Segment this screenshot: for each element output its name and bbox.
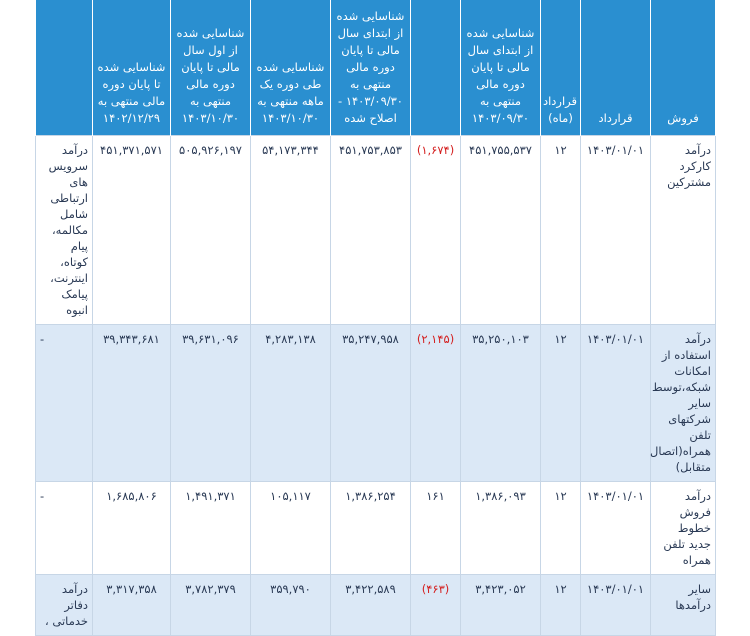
table-cell: ۴۵۱,۳۷۱,۵۷۱ (92, 135, 171, 325)
table-cell: ۴,۲۸۳,۱۳۸ (250, 324, 331, 482)
table-cell: ۳,۴۲۲,۵۸۹ (330, 574, 411, 636)
table-cell: درآمد فروش خطوط جدید تلفن همراه (650, 481, 716, 575)
header-cell: شناسایی شده طی دوره یک ماهه منتهی به ۱۴۰… (250, 0, 331, 136)
table-cell: ۳,۷۸۲,۳۷۹ (170, 574, 251, 636)
header-cell: قرارداد (ماه) (540, 0, 581, 136)
table-cell: ۵۴,۱۷۳,۳۴۴ (250, 135, 331, 325)
table-cell: ۱,۶۸۵,۸۰۶ (92, 481, 171, 575)
table-row: درآمد فروش خطوط جدید تلفن همراه ۱۴۰۳/۰۱/۰… (35, 481, 716, 575)
table-cell: ۱,۴۹۱,۳۷۱ (170, 481, 251, 575)
table-cell: ۱۲ (540, 574, 581, 636)
table-row: درآمد کارکرد مشترکین ۱۴۰۳/۰۱/۰۱ ۱۲ ۴۵۱,۷۵۵,… (35, 135, 716, 325)
table-cell: (۲,۱۴۵) (410, 324, 461, 482)
table-cell: - (35, 324, 93, 482)
table-cell: ۱,۳۸۶,۲۵۴ (330, 481, 411, 575)
page: {"table": { "header": [ "فروش", "قرارداد… (35, 0, 716, 636)
table-cell: ۳۹,۶۳۱,۰۹۶ (170, 324, 251, 482)
table-cell: (۴۶۳) (410, 574, 461, 636)
table-cell: درآمد کارکرد مشترکین (650, 135, 716, 325)
table-cell: ۱,۳۸۶,۰۹۳ (460, 481, 541, 575)
header-cell: شناسایی شده از ابتدای سال مالی تا پایان … (460, 0, 541, 136)
header-cell: فروش (650, 0, 716, 136)
table-cell: ۱۴۰۳/۰۱/۰۱ (580, 481, 651, 575)
table-cell: ۳۵,۲۴۷,۹۵۸ (330, 324, 411, 482)
header-cell: شناسایی شده از ابتدای سال مالی تا پایان … (330, 0, 411, 136)
table-cell: (۱,۶۷۴) (410, 135, 461, 325)
table-cell: سایر درآمدها (650, 574, 716, 636)
table-cell: ۴۵۱,۷۵۵,۵۳۷ (460, 135, 541, 325)
header-cell (410, 0, 461, 136)
table-cell: ۱۴۰۳/۰۱/۰۱ (580, 574, 651, 636)
table-row: سایر درآمدها ۱۴۰۳/۰۱/۰۱ ۱۲ ۳,۴۲۳,۰۵۲ (۴۶۳) ۳,… (35, 574, 716, 636)
header-cell: شناسایی شده از اول سال مالی تا پایان دور… (170, 0, 251, 136)
table-wrap: فروش قرارداد قرارداد (ماه) شناسایی شده از ا… (35, 0, 716, 636)
header-row: فروش قرارداد قرارداد (ماه) شناسایی شده از ا… (35, 0, 716, 136)
table-cell: ۳۵۹,۷۹۰ (250, 574, 331, 636)
table-cell: درآمد دفاتر خدماتی ، (35, 574, 93, 636)
table-cell: ۱۶۱ (410, 481, 461, 575)
header-cell (35, 0, 93, 136)
revenue-table: فروش قرارداد قرارداد (ماه) شناسایی شده از ا… (35, 0, 716, 636)
table-cell: - (35, 481, 93, 575)
table-row: درآمد استفاده از امکانات شبکه،توسط سایر … (35, 324, 716, 482)
table-cell: ۱۴۰۳/۰۱/۰۱ (580, 135, 651, 325)
table-cell: ۱۲ (540, 481, 581, 575)
table-cell: درآمد سرویس های ارتباطی شامل مکالمه، پیا… (35, 135, 93, 325)
table-cell: درآمد استفاده از امکانات شبکه،توسط سایر … (650, 324, 716, 482)
table-cell: ۱۲ (540, 324, 581, 482)
table-cell: ۳۵,۲۵۰,۱۰۳ (460, 324, 541, 482)
table-cell: ۳,۳۱۷,۳۵۸ (92, 574, 171, 636)
table-cell: ۱۴۰۳/۰۱/۰۱ (580, 324, 651, 482)
header-cell: شناسایی شده تا پایان دوره مالی منتهی به … (92, 0, 171, 136)
table-cell: ۱۲ (540, 135, 581, 325)
table-cell: ۳,۴۲۳,۰۵۲ (460, 574, 541, 636)
header-cell: قرارداد (580, 0, 651, 136)
table-cell: ۴۵۱,۷۵۳,۸۵۳ (330, 135, 411, 325)
table-cell: ۵۰۵,۹۲۶,۱۹۷ (170, 135, 251, 325)
table-cell: ۳۹,۳۴۳,۶۸۱ (92, 324, 171, 482)
table-body: درآمد کارکرد مشترکین ۱۴۰۳/۰۱/۰۱ ۱۲ ۴۵۱,۷۵۵,… (35, 135, 716, 636)
table-cell: ۱۰۵,۱۱۷ (250, 481, 331, 575)
